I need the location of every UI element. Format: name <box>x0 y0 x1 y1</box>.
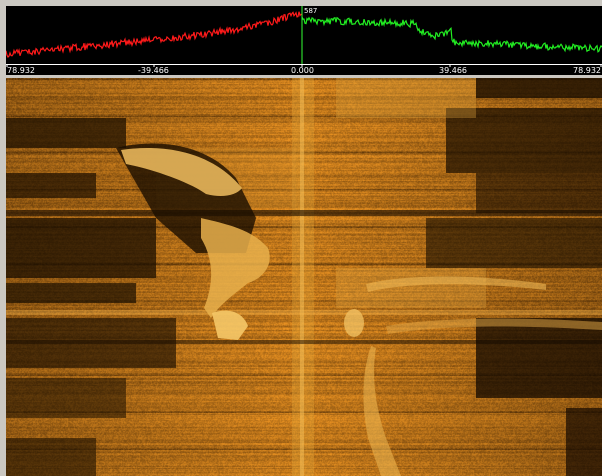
amplitude-waveform-panel: 587 78.932 -39.466 0.000 39.466 78.932 <box>6 6 602 75</box>
port-shadow-region <box>6 173 96 198</box>
scan-band <box>6 210 602 216</box>
scan-band <box>6 310 602 315</box>
nadir-center-line <box>300 78 304 476</box>
starboard-shadow-region <box>476 78 602 98</box>
wreck-target <box>121 147 242 196</box>
sidescan-sonar-image[interactable] <box>6 78 602 476</box>
port-shadow-region <box>6 378 126 418</box>
starboard-shadow-region <box>426 218 602 268</box>
axis-tick-label: -39.466 <box>138 66 169 75</box>
axis-tick-label: 78.932 <box>573 66 601 75</box>
sonar-features <box>6 78 602 476</box>
port-shadow-region <box>6 318 176 368</box>
port-shadow-region <box>6 118 126 148</box>
amplitude-waveform <box>6 6 602 67</box>
seabed-highlight <box>336 268 486 308</box>
port-amplitude-trace <box>6 11 303 58</box>
seabed-feature <box>366 276 546 292</box>
axis-tick-label: 0.000 <box>291 66 314 75</box>
starboard-shadow-region <box>476 318 602 398</box>
peak-value-label: 587 <box>304 7 318 15</box>
starboard-amplitude-trace <box>301 16 602 53</box>
starboard-shadow-region <box>476 173 602 213</box>
axis-tick-label: 39.466 <box>439 66 467 75</box>
starboard-shadow-region <box>566 408 602 476</box>
axis-tick-label: 78.932 <box>7 66 35 75</box>
port-shadow-region <box>6 218 156 278</box>
seabed-highlight <box>336 78 476 118</box>
seabed-feature <box>386 318 602 334</box>
starboard-shadow-region <box>446 108 602 173</box>
seabed-feature <box>363 346 401 476</box>
wreck-target <box>212 310 248 340</box>
seabed-target <box>344 309 364 337</box>
scan-band <box>6 340 602 344</box>
port-shadow-region <box>6 283 136 303</box>
port-shadow-region <box>6 438 96 476</box>
wreck-target <box>201 218 270 318</box>
